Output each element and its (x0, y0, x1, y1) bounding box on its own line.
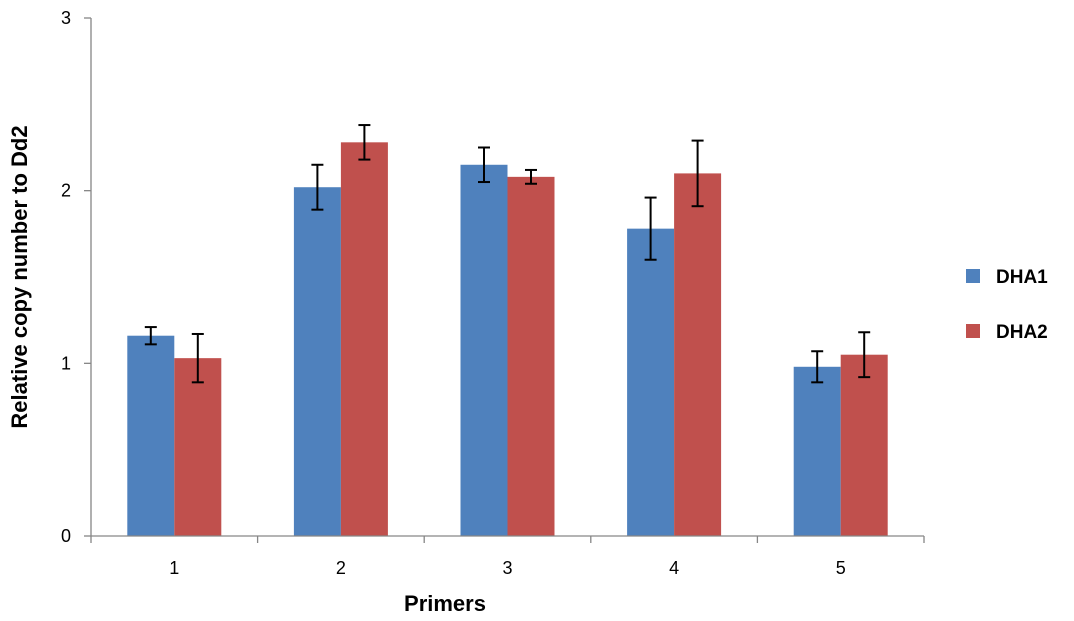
bar-dha2-3 (507, 176, 555, 536)
bar-dha1-1 (127, 335, 175, 536)
bar-dha2-5 (840, 354, 888, 536)
error-bars-layer (144, 124, 871, 384)
bars-layer (127, 142, 888, 537)
error-bar-dha1-5 (811, 350, 824, 384)
error-bar-dha1-3 (478, 146, 490, 184)
error-bar-dha2-3 (525, 168, 537, 185)
legend-item-dha1: DHA1 (966, 267, 1048, 288)
legend-label: DHA2 (996, 322, 1048, 343)
error-bar-dha2-5 (858, 331, 871, 379)
error-bar-dha1-4 (644, 196, 657, 261)
y-axis-title: Relative copy number to Dd2 (7, 125, 32, 428)
legend-swatch (966, 324, 980, 338)
bar-dha1-2 (293, 187, 341, 537)
legend-item-dha2: DHA2 (966, 322, 1048, 343)
x-tick-label: 3 (502, 558, 512, 578)
x-tick-label: 1 (169, 558, 179, 578)
x-tick-label: 4 (669, 558, 679, 578)
error-bar-dha1-1 (144, 326, 157, 346)
x-tick-label: 5 (836, 558, 846, 578)
y-tick-label: 3 (61, 8, 71, 28)
x-axis-title: Primers (404, 591, 486, 616)
x-tick-label: 2 (336, 558, 346, 578)
y-tick-label: 0 (61, 526, 71, 546)
y-ticks-layer: 0 1 2 3 (61, 8, 91, 546)
legend-swatch (966, 269, 980, 283)
error-bar-dha1-2 (311, 163, 324, 211)
bar-dha1-4 (627, 228, 675, 537)
legend: DHA1 DHA2 (966, 267, 1048, 343)
legend-label: DHA1 (996, 267, 1048, 288)
error-bar-dha2-4 (691, 139, 704, 208)
error-bar-dha2-1 (191, 332, 204, 384)
y-tick-label: 1 (61, 353, 71, 373)
axes-layer (90, 18, 924, 537)
x-ticks-layer: 1 2 3 4 5 (90, 536, 925, 578)
error-bar-dha2-2 (358, 124, 371, 161)
y-tick-label: 2 (61, 181, 71, 201)
bar-dha2-1 (174, 358, 222, 536)
bar-dha2-4 (674, 173, 722, 536)
bar-dha1-3 (460, 164, 508, 536)
bar-dha1-5 (793, 366, 841, 536)
bar-dha2-2 (340, 142, 388, 536)
